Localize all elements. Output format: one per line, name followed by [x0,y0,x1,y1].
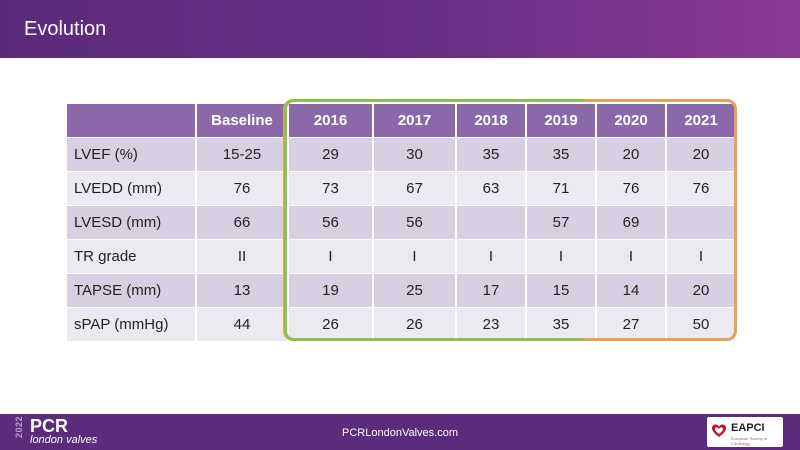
table-cell: 27 [596,307,667,342]
table-cell: II [196,239,289,274]
table-row: LVESD (mm) 66 56 56 57 69 [67,205,737,240]
column-header: 2016 [288,104,374,138]
footer-bar: 2022 PCR london valves PCRLondonValves.c… [0,414,800,450]
table-cell: 13 [196,273,289,308]
table-cell: 71 [526,171,597,206]
slide-title: Evolution [24,18,107,40]
table-cell: 56 [288,205,374,240]
table-row: TAPSE (mm) 13 19 25 17 15 14 20 [67,273,737,308]
footer-url: PCRLondonValves.com [342,427,458,439]
table-cell: 23 [456,307,527,342]
row-label: sPAP (mmHg) [67,307,197,342]
table-cell: 56 [373,205,457,240]
table-cell: 76 [596,171,667,206]
table-cell: 35 [526,137,597,172]
table-cell: 67 [373,171,457,206]
table-cell: 63 [456,171,527,206]
logo-brand: PCR [30,416,69,436]
row-label: TAPSE (mm) [67,273,197,308]
table-cell: 25 [373,273,457,308]
eapci-logo: EAPCI European Society of Cardiology [707,417,783,447]
table-cell [456,205,527,240]
green-highlight-frame [284,99,585,341]
column-header [67,104,197,138]
column-header: 2019 [526,104,597,138]
row-label: LVEF (%) [67,137,197,172]
row-label: LVEDD (mm) [67,171,197,206]
logo-subtitle: london valves [30,434,98,446]
table-cell: 76 [666,171,737,206]
column-header: 2017 [373,104,457,138]
table-cell: I [456,239,527,274]
table-cell: 69 [596,205,667,240]
table-cell: I [526,239,597,274]
table-cell: 29 [288,137,374,172]
table-cell: I [666,239,737,274]
table-cell: 14 [596,273,667,308]
table-cell: 20 [666,273,737,308]
table-cell: 57 [526,205,597,240]
table-row: TR grade II I I I I I I [67,239,737,274]
table-cell: I [596,239,667,274]
row-label: TR grade [67,239,197,274]
table-cell: 20 [596,137,667,172]
heart-icon [712,424,726,437]
table-cell: I [288,239,374,274]
column-header: 2020 [596,104,667,138]
column-header: 2021 [666,104,737,138]
table-cell: 50 [666,307,737,342]
table-cell: I [373,239,457,274]
table-cell: 30 [373,137,457,172]
table-cell: 20 [666,137,737,172]
table-cell: 66 [196,205,289,240]
table-cell: 15-25 [196,137,289,172]
table-row: LVEF (%) 15-25 29 30 35 35 20 20 [67,137,737,172]
title-bar: Evolution [0,0,800,58]
table-cell: 35 [526,307,597,342]
table-header-row: Baseline 2016 2017 2018 2019 2020 2021 [67,104,737,138]
evolution-table: Baseline 2016 2017 2018 2019 2020 2021 L… [67,104,737,342]
table-row: sPAP (mmHg) 44 26 26 23 35 27 50 [67,307,737,342]
table-row: LVEDD (mm) 76 73 67 63 71 76 76 [67,171,737,206]
partner-name: EAPCI [731,422,765,434]
table-cell: 76 [196,171,289,206]
table-cell: 73 [288,171,374,206]
partner-tagline: European Society of Cardiology [731,436,768,446]
table-cell: 19 [288,273,374,308]
row-label: LVESD (mm) [67,205,197,240]
table-cell: 35 [456,137,527,172]
column-header: Baseline [196,104,289,138]
table-cell: 17 [456,273,527,308]
pcr-london-valves-logo: 2022 PCR london valves [14,416,124,448]
table-cell: 26 [373,307,457,342]
table-cell: 26 [288,307,374,342]
table-cell: 15 [526,273,597,308]
table-cell [666,205,737,240]
column-header: 2018 [456,104,527,138]
table-cell: 44 [196,307,289,342]
